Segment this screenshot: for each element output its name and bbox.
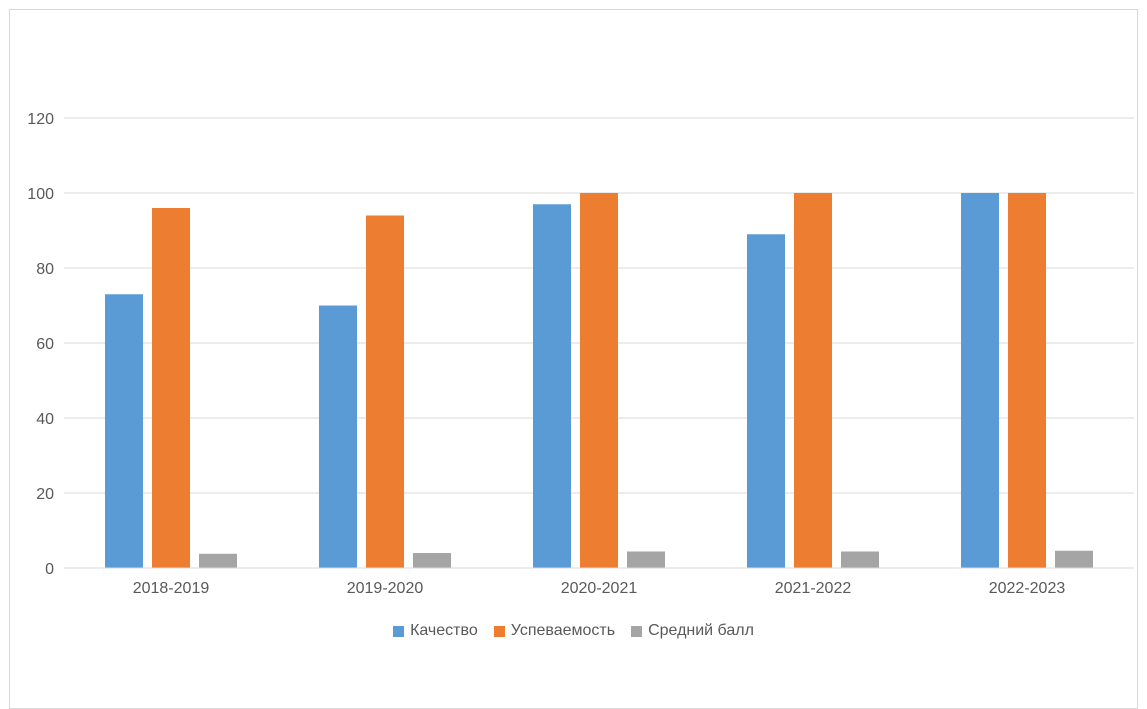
x-tick-label: 2022-2023 xyxy=(989,580,1066,597)
bar-chart: 0 20 40 60 80 100 120 2018-2019 2019-2020 2020-20… xyxy=(27,111,1134,597)
legend-label: Средний балл xyxy=(648,622,754,639)
x-tick-label: 2019-2020 xyxy=(347,580,424,597)
legend-item: Средний балл xyxy=(631,622,754,640)
y-tick-label: 20 xyxy=(36,486,54,503)
bar xyxy=(105,294,143,568)
bar xyxy=(1008,193,1046,568)
legend-swatch xyxy=(631,625,643,637)
axes: 0 20 40 60 80 100 120 2018-2019 2019-2020 2020-20… xyxy=(27,111,1134,597)
y-tick-label: 0 xyxy=(45,561,54,578)
y-tick-label: 60 xyxy=(36,336,54,353)
bar xyxy=(1055,550,1093,568)
bar xyxy=(152,208,190,568)
bar xyxy=(841,551,879,568)
legend-swatch xyxy=(393,625,405,637)
y-tick-label: 80 xyxy=(36,261,54,278)
legend-label: Успеваемость xyxy=(510,622,616,639)
legend: Качество Успеваемость Средний балл xyxy=(0,622,1147,640)
bar xyxy=(794,193,832,568)
y-tick-label: 120 xyxy=(27,111,54,128)
bar xyxy=(533,204,571,568)
bar xyxy=(413,553,451,568)
bar xyxy=(199,553,237,568)
x-tick-label: 2020-2021 xyxy=(561,580,638,597)
legend-swatch xyxy=(493,625,505,637)
y-tick-label: 40 xyxy=(36,411,54,428)
x-tick-label: 2021-2022 xyxy=(775,580,852,597)
bar xyxy=(580,193,618,568)
x-tick-label: 2018-2019 xyxy=(133,580,210,597)
bar xyxy=(366,215,404,568)
bars xyxy=(105,193,1093,568)
y-tick-label: 100 xyxy=(27,186,54,203)
bar xyxy=(747,234,785,568)
legend-item: Успеваемость xyxy=(493,622,616,640)
bar xyxy=(961,193,999,568)
legend-item: Качество xyxy=(393,622,478,640)
chart-frame xyxy=(9,9,1138,709)
bar xyxy=(319,305,357,568)
legend-label: Качество xyxy=(410,622,478,639)
bar xyxy=(627,551,665,568)
